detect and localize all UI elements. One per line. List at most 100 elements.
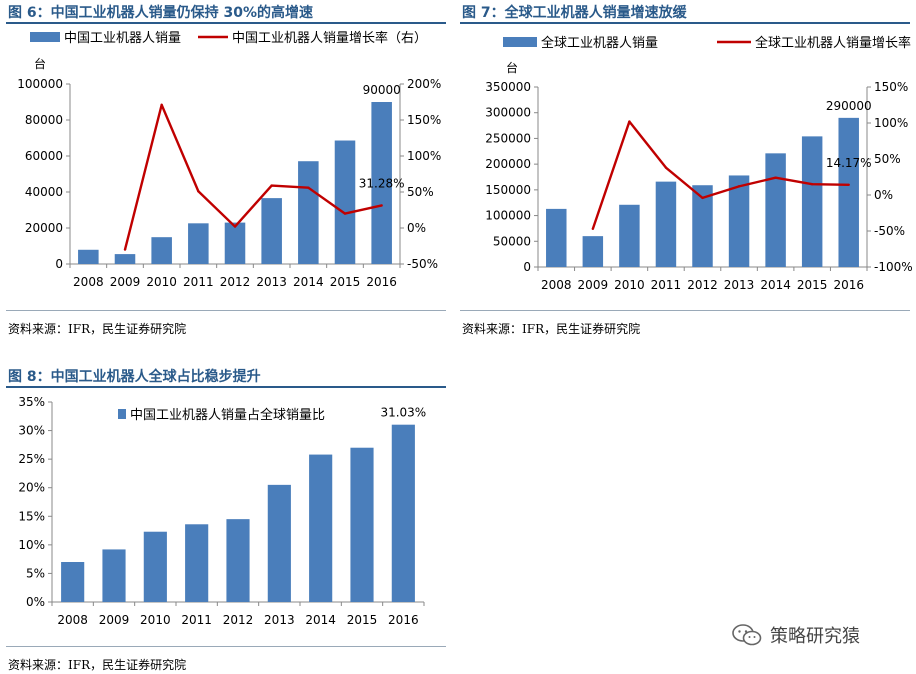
fig8-legend-swatch bbox=[118, 409, 126, 419]
watermark: 策略研究猿 bbox=[732, 622, 860, 648]
fig8-bar bbox=[391, 424, 415, 602]
fig6-title-rule bbox=[6, 22, 446, 24]
fig8-bar bbox=[226, 519, 250, 602]
fig7-xtick-label: 2009 bbox=[578, 278, 609, 292]
fig7-bar bbox=[728, 175, 750, 267]
watermark-text: 策略研究猿 bbox=[770, 626, 860, 647]
fig8-xtick-label: 2011 bbox=[181, 613, 212, 627]
fig7-line-point bbox=[591, 227, 595, 231]
fig8-ytick-label: 5% bbox=[26, 566, 45, 580]
fig7-xtick-label: 2011 bbox=[651, 278, 682, 292]
fig6-source: 资料来源：IFR，民生证券研究院 bbox=[8, 322, 187, 336]
fig6-line-point bbox=[160, 103, 163, 107]
fig6-line-point bbox=[270, 184, 273, 187]
fig6-y2tick-label: -50% bbox=[407, 257, 438, 271]
fig7-ytick-label: 50000 bbox=[493, 234, 531, 248]
fig8-ytick-label: 30% bbox=[18, 424, 45, 438]
fig7-data-label: 14.17% bbox=[826, 156, 872, 170]
fig7-bar bbox=[655, 181, 677, 267]
fig8-bar bbox=[61, 562, 85, 602]
fig6-ytick-label: 100000 bbox=[17, 77, 63, 91]
fig7-bar bbox=[692, 185, 713, 267]
fig6-bar bbox=[151, 237, 172, 264]
fig8-bottom-rule bbox=[6, 646, 446, 647]
fig8-bar bbox=[143, 531, 167, 602]
fig8-title: 图 8：中国工业机器人全球占比稳步提升 bbox=[8, 369, 261, 385]
fig8-bar bbox=[350, 447, 374, 602]
fig6-bottom-rule bbox=[6, 310, 446, 311]
fig8-source: 资料来源：IFR，民生证券研究院 bbox=[8, 658, 187, 672]
fig7-ytick-label: 250000 bbox=[485, 131, 531, 145]
fig6-legend-label: 中国工业机器人销量增长率（右） bbox=[232, 30, 427, 46]
fig6-data-label: 90000 bbox=[363, 83, 401, 97]
fig8-bar bbox=[267, 484, 291, 602]
fig6-bar bbox=[188, 223, 209, 264]
fig8-bar bbox=[185, 524, 209, 602]
fig6-line-point bbox=[233, 225, 237, 228]
fig7-bar bbox=[546, 208, 567, 267]
fig6-bar bbox=[261, 198, 282, 264]
fig6-line-point bbox=[123, 248, 127, 251]
fig8-title-rule bbox=[6, 386, 446, 388]
fig6-legend-label: 中国工业机器人销量 bbox=[64, 31, 181, 46]
fig6-line-point bbox=[307, 186, 310, 189]
fig6-bar bbox=[224, 222, 246, 264]
fig6-line-point bbox=[197, 190, 200, 193]
fig7-y2tick-label: -100% bbox=[874, 260, 913, 274]
fig8-xtick-label: 2009 bbox=[99, 613, 130, 627]
fig7-legend-label: 全球工业机器人销量增长率 bbox=[755, 35, 911, 51]
fig8-ytick-label: 25% bbox=[18, 452, 45, 466]
fig6-line-point bbox=[380, 204, 383, 207]
fig6-xtick-label: 2013 bbox=[256, 275, 287, 289]
fig7-bottom-rule bbox=[460, 310, 910, 311]
fig7-line-point bbox=[847, 183, 850, 186]
fig6-bar bbox=[298, 161, 319, 264]
fig8-bar bbox=[309, 454, 333, 602]
fig6-legend-swatch bbox=[30, 32, 60, 42]
fig7-title-rule bbox=[460, 22, 910, 24]
fig8-chart: 0% 5% 10% 15% 20% 25% 30% 35% 2008 2009 2010 2011 20… bbox=[18, 395, 426, 627]
fig7-xtick-label: 2015 bbox=[797, 278, 828, 292]
fig7-ytick-label: 200000 bbox=[485, 157, 531, 171]
fig6-xtick-label: 2009 bbox=[110, 275, 141, 289]
fig7-ytick-label: 300000 bbox=[485, 106, 531, 120]
fig7-line-point bbox=[774, 176, 777, 179]
fig6-unit-label: 台 bbox=[34, 56, 46, 71]
fig6-ytick-label: 80000 bbox=[25, 113, 63, 127]
fig7-line-point bbox=[737, 185, 741, 188]
fig7-bar bbox=[619, 204, 640, 267]
fig7-bar bbox=[838, 117, 859, 267]
wechat-icon bbox=[732, 624, 762, 646]
fig7-title: 图 7：全球工业机器人销量增速放缓 bbox=[462, 5, 687, 21]
fig8-xtick-label: 2014 bbox=[305, 613, 336, 627]
fig6-ytick-label: 40000 bbox=[25, 185, 63, 199]
fig8-xtick-label: 2008 bbox=[57, 613, 88, 627]
fig7-xtick-label: 2012 bbox=[687, 278, 718, 292]
fig8-ytick-label: 20% bbox=[18, 481, 45, 495]
fig6-xtick-label: 2012 bbox=[220, 275, 251, 289]
fig7-xtick-label: 2016 bbox=[833, 278, 864, 292]
fig7-xtick-label: 2010 bbox=[614, 278, 645, 292]
fig6-line-point bbox=[343, 212, 347, 215]
fig8-ytick-label: 10% bbox=[18, 538, 45, 552]
fig6-ytick-label: 0 bbox=[55, 257, 63, 271]
fig8-legend-label: 中国工业机器人销量占全球销量比 bbox=[130, 407, 325, 423]
fig7-y2tick-label: 0% bbox=[874, 188, 893, 202]
fig6-y2tick-label: 0% bbox=[407, 221, 426, 235]
fig7-source: 资料来源：IFR，民生证券研究院 bbox=[462, 322, 641, 336]
fig6-y2tick-label: 100% bbox=[407, 149, 441, 163]
fig7-xtick-label: 2014 bbox=[760, 278, 791, 292]
fig7-line-point bbox=[810, 183, 814, 186]
fig6-data-label: 31.28% bbox=[359, 176, 405, 190]
fig7-xtick-label: 2013 bbox=[724, 278, 755, 292]
fig7-bar bbox=[765, 153, 786, 267]
fig7-line-series bbox=[591, 120, 849, 230]
fig6-xtick-label: 2008 bbox=[73, 275, 104, 289]
fig6-ytick-label: 20000 bbox=[25, 221, 63, 235]
fig8-xtick-label: 2012 bbox=[223, 613, 254, 627]
fig7-data-label: 290000 bbox=[826, 99, 872, 113]
fig8-xtick-label: 2015 bbox=[347, 613, 378, 627]
fig8-ytick-label: 15% bbox=[18, 509, 45, 523]
fig6-xtick-label: 2010 bbox=[146, 275, 177, 289]
fig6-chart: 0 20000 40000 60000 80000 100000 -50% 0% 50% 100%… bbox=[17, 30, 441, 289]
